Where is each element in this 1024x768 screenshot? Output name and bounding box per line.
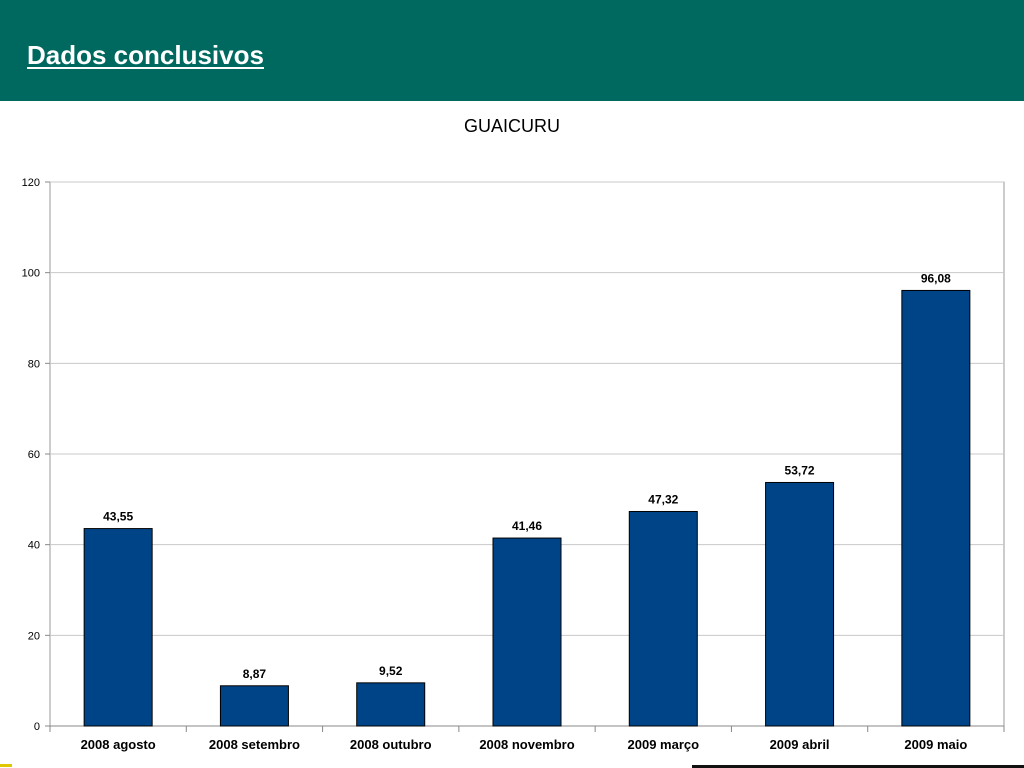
y-tick-label: 120 [22,177,40,189]
bar [356,682,426,727]
bar [901,289,971,727]
bar [492,537,562,727]
y-tick-label: 100 [22,268,40,280]
x-tick-label: 2008 agosto [81,737,156,752]
data-label: 96,08 [921,271,951,285]
footer-accent-mark [0,764,12,767]
y-tick-label: 80 [28,358,40,370]
page-title: Dados conclusivos [27,40,264,70]
bar [765,481,835,727]
bar [219,685,289,727]
data-label: 43,55 [103,510,133,524]
x-tick-label: 2008 outubro [350,737,432,752]
x-tick-label: 2009 março [628,737,700,752]
x-tick-label: 2009 maio [904,737,967,752]
data-label: 9,52 [379,664,403,678]
chart-title: GUAICURU [463,116,560,136]
data-label: 41,46 [512,519,542,533]
data-label: 47,32 [648,492,678,506]
bar [83,528,153,727]
data-label: 8,87 [243,667,267,681]
header-bar: Dados conclusivos [0,0,1024,101]
x-tick-label: 2008 novembro [479,737,574,752]
y-tick-label: 40 [28,540,40,552]
footer-line [692,765,1024,768]
y-tick-label: 20 [28,630,40,642]
y-tick-label: 0 [34,721,40,733]
y-tick-label: 60 [28,449,40,461]
x-tick-label: 2008 setembro [209,737,300,752]
data-label: 53,72 [785,463,815,477]
x-tick-label: 2009 abril [770,737,830,752]
bar [628,510,698,727]
